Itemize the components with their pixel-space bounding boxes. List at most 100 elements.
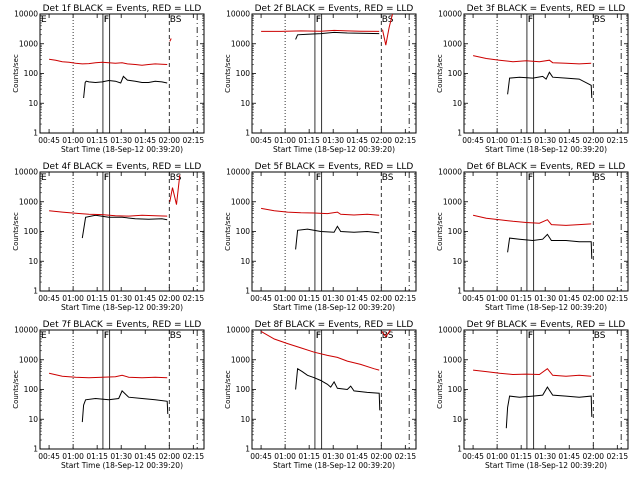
y-tick-label: 10000 xyxy=(226,10,250,19)
x-tick-label: 00:45 xyxy=(462,294,484,303)
y-tick-label: 100 xyxy=(24,385,39,394)
series-line-lld xyxy=(472,55,592,65)
marker-label: F xyxy=(104,173,109,183)
y-tick-label: 10000 xyxy=(226,326,250,335)
y-tick-label: 1000 xyxy=(231,39,250,48)
x-tick-label: 01:15 xyxy=(510,136,532,145)
marker-label: BS xyxy=(594,15,606,25)
plot-frame xyxy=(463,13,629,134)
marker-label: F xyxy=(316,331,321,341)
plot-frame xyxy=(463,171,629,292)
marker-label: E xyxy=(41,173,47,183)
marker-label: F xyxy=(316,173,321,183)
y-tick-label: 10 xyxy=(240,257,250,266)
y-tick-label: 1000 xyxy=(231,355,250,364)
plot-frame xyxy=(39,329,205,450)
chart-title: Det 2f BLACK = Events, RED = LLD xyxy=(255,4,414,14)
x-tick-label: 01:30 xyxy=(534,294,556,303)
marker-label: BS xyxy=(594,173,606,183)
x-axis-label: Start Time (18-Sep-12 00:39:20) xyxy=(485,145,607,154)
chart-panel-6: Det 6f BLACK = Events, RED = LLD 1 10 100 10… xyxy=(436,162,629,312)
x-tick-label: 02:15 xyxy=(183,294,205,303)
chart-title: Det 7f BLACK = Events, RED = LLD xyxy=(43,320,202,330)
x-tick-label: 01:00 xyxy=(486,294,508,303)
x-tick-label: 01:30 xyxy=(110,452,132,461)
marker-label: F xyxy=(104,331,109,341)
marker-label: F xyxy=(528,15,533,25)
x-tick-label: 02:15 xyxy=(183,136,205,145)
marker-label: BS xyxy=(382,15,394,25)
y-tick-label: 1 xyxy=(33,445,38,454)
x-tick-label: 01:45 xyxy=(134,452,156,461)
series-line-lld xyxy=(49,38,172,66)
marker-label: F xyxy=(528,331,533,341)
x-tick-label: 00:45 xyxy=(38,452,60,461)
x-tick-label: 01:30 xyxy=(110,136,132,145)
x-axis-label: Start Time (18-Sep-12 00:39:20) xyxy=(485,303,607,312)
series-line-lld xyxy=(261,14,393,46)
y-tick-label: 100 xyxy=(448,227,463,236)
x-tick-label: 02:15 xyxy=(395,294,417,303)
chart-panel-9: Det 9f BLACK = Events, RED = LLD 1 10 100 10… xyxy=(436,320,629,470)
x-tick-label: 01:30 xyxy=(534,136,556,145)
x-tick-label: 00:45 xyxy=(462,136,484,145)
x-tick-label: 02:15 xyxy=(607,294,629,303)
marker-label: F xyxy=(104,173,109,183)
marker-label: F xyxy=(528,15,533,25)
y-tick-label: 100 xyxy=(236,69,251,78)
x-tick-label: 01:15 xyxy=(298,294,320,303)
x-tick-label: 01:00 xyxy=(486,452,508,461)
y-tick-label: 10 xyxy=(28,415,38,424)
y-tick-label: 1000 xyxy=(19,197,38,206)
marker-label: F xyxy=(104,15,109,25)
x-tick-label: 00:45 xyxy=(38,294,60,303)
x-tick-label: 01:15 xyxy=(86,452,108,461)
series-line-events xyxy=(81,214,168,239)
x-tick-label: 01:00 xyxy=(62,452,84,461)
x-tick-label: 01:15 xyxy=(86,136,108,145)
x-tick-label: 02:15 xyxy=(395,136,417,145)
series-line-lld xyxy=(261,207,380,216)
y-tick-label: 10 xyxy=(452,415,462,424)
x-tick-label: 01:30 xyxy=(322,294,344,303)
y-tick-label: 100 xyxy=(24,227,39,236)
y-tick-label: 100 xyxy=(448,385,463,394)
marker-label: BS xyxy=(594,331,606,341)
x-tick-label: 01:15 xyxy=(298,136,320,145)
series-line-events xyxy=(295,367,381,411)
y-tick-label: 100 xyxy=(448,69,463,78)
series-line-lld xyxy=(260,330,391,371)
marker-label: F xyxy=(316,331,321,341)
y-tick-label: 10 xyxy=(28,257,38,266)
y-tick-label: 10000 xyxy=(226,168,250,177)
x-tick-label: 02:00 xyxy=(582,452,604,461)
marker-label: E xyxy=(41,15,47,25)
x-tick-label: 01:15 xyxy=(86,294,108,303)
marker-label: F xyxy=(528,173,533,183)
marker-label: BS xyxy=(382,173,394,183)
series-line-events xyxy=(507,233,593,259)
y-tick-label: 1000 xyxy=(443,39,462,48)
x-tick-label: 00:45 xyxy=(462,452,484,461)
x-tick-label: 02:00 xyxy=(158,452,180,461)
x-tick-label: 00:45 xyxy=(250,136,272,145)
marker-label: E xyxy=(41,331,47,341)
chart-panel-1: Det 1f BLACK = Events, RED = LLD 1 10 100 10… xyxy=(12,4,205,154)
marker-label: F xyxy=(104,15,109,25)
chart-title: Det 9f BLACK = Events, RED = LLD xyxy=(467,320,626,330)
x-axis-label: Start Time (18-Sep-12 00:39:20) xyxy=(61,461,183,470)
chart-title: Det 6f BLACK = Events, RED = LLD xyxy=(467,162,626,172)
marker-label: BS xyxy=(382,331,394,341)
x-tick-label: 01:45 xyxy=(346,136,368,145)
x-tick-label: 02:00 xyxy=(158,294,180,303)
chart-panel-2: Det 2f BLACK = Events, RED = LLD 1 10 100 10… xyxy=(224,4,417,154)
marker-label: F xyxy=(316,173,321,183)
y-tick-label: 10000 xyxy=(14,326,38,335)
chart-title: Det 8f BLACK = Events, RED = LLD xyxy=(255,320,414,330)
plot-frame xyxy=(39,171,205,292)
series-line-events xyxy=(295,31,380,40)
chart-panel-8: Det 8f BLACK = Events, RED = LLD 1 10 100 10… xyxy=(224,320,417,470)
y-tick-label: 10000 xyxy=(438,326,462,335)
chart-panel-3: Det 3f BLACK = Events, RED = LLD 1 10 100 10… xyxy=(436,4,629,154)
